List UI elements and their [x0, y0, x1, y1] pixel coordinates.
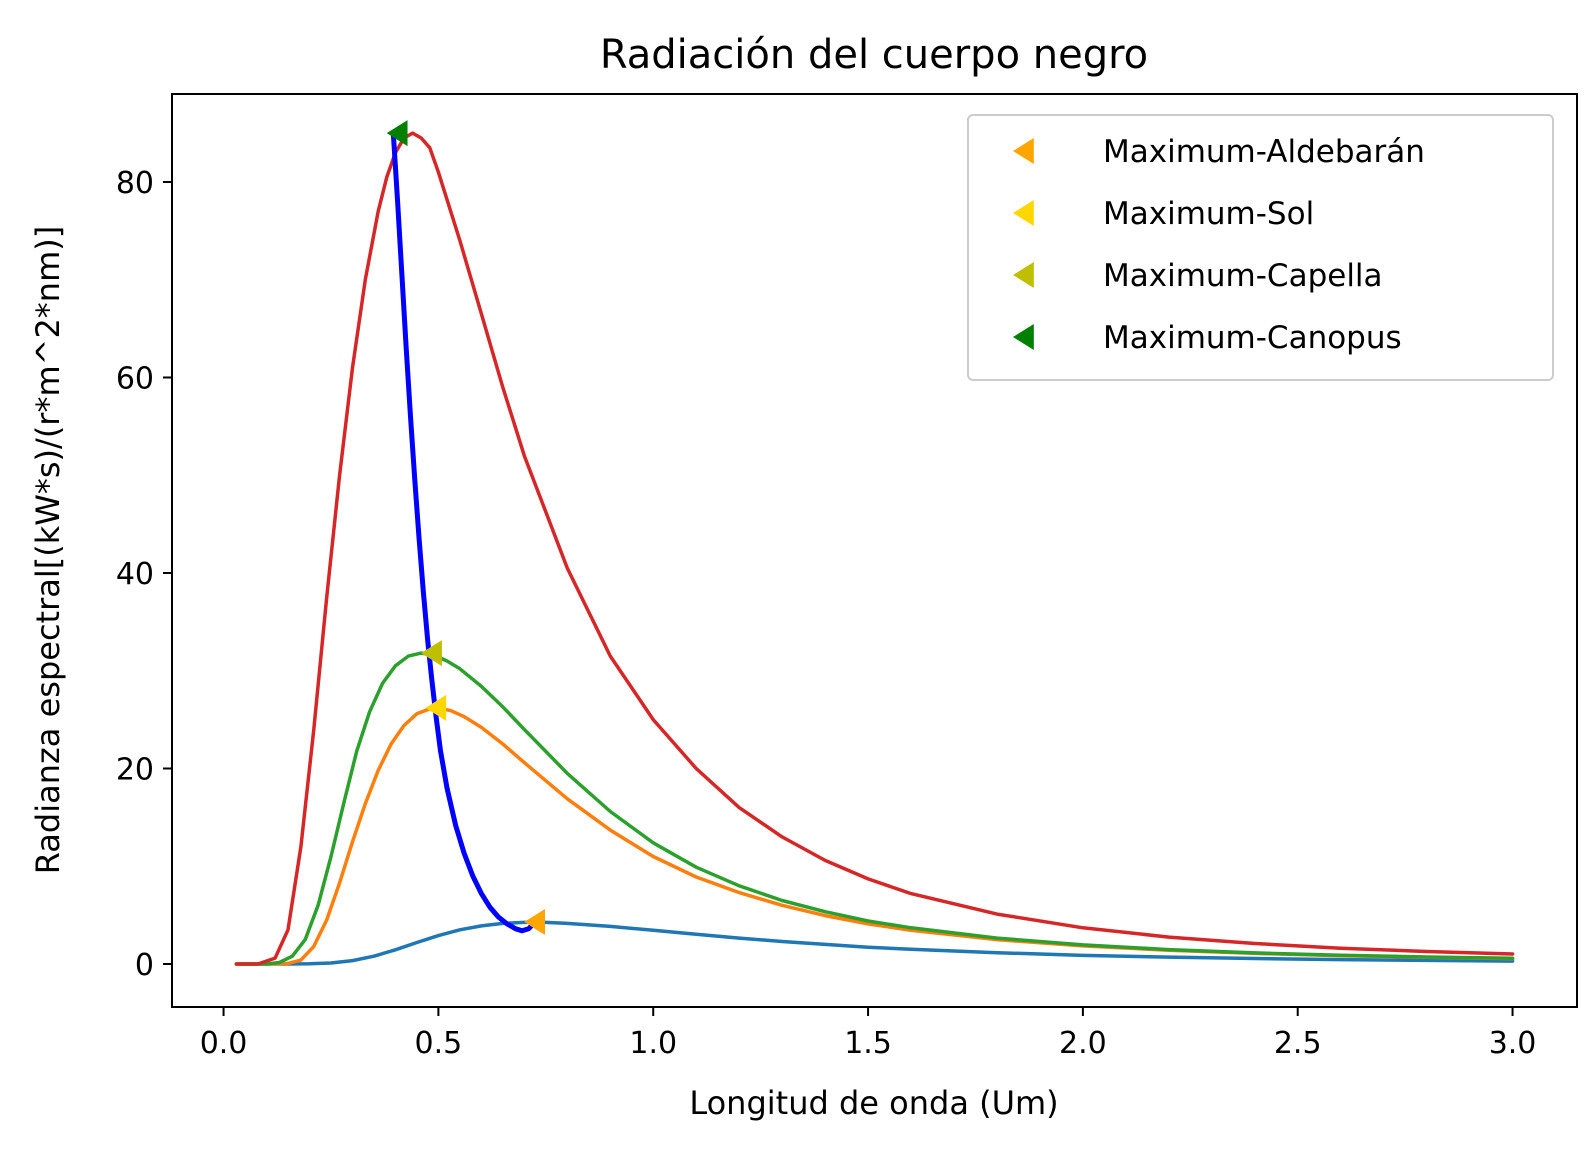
y-tick-label: 40	[116, 557, 154, 592]
legend-marker-3	[1013, 324, 1034, 350]
x-axis-label: Longitud de onda (Um)	[689, 1084, 1058, 1122]
maximum-marker-2	[421, 640, 442, 667]
legend-label-3: Maximum-Canopus	[1103, 320, 1402, 356]
legend-label-2: Maximum-Capella	[1103, 258, 1383, 294]
x-tick-label: 0.0	[200, 1026, 248, 1061]
x-tick-label: 3.0	[1489, 1026, 1537, 1061]
legend-frame	[967, 114, 1554, 381]
y-tick-label: 60	[116, 361, 154, 396]
plot-frame	[171, 93, 1578, 1008]
y-tick-label: 20	[116, 752, 154, 787]
maximum-marker-0	[524, 908, 546, 935]
series-line-0	[234, 920, 1515, 966]
legend-marker-2	[1013, 262, 1034, 288]
y-axis-ticks: 0 20 40 60 80	[116, 166, 172, 983]
series-line-2	[234, 651, 1515, 966]
plot-lines	[234, 130, 1515, 966]
chart-title: Radiación del cuerpo negro	[600, 32, 1148, 78]
x-tick-label: 2.0	[1059, 1026, 1107, 1061]
plot-markers	[386, 120, 546, 935]
x-tick-label: 0.5	[415, 1026, 463, 1061]
legend-label-1: Maximum-Sol	[1103, 196, 1314, 232]
maximum-marker-1	[425, 694, 447, 721]
series-line-3	[234, 131, 1515, 966]
maximum-marker-3	[386, 120, 408, 147]
x-tick-label: 1.5	[844, 1026, 892, 1061]
legend-label-0: Maximum-Aldebarán	[1103, 134, 1425, 170]
x-tick-label: 2.5	[1274, 1026, 1322, 1061]
legend: Maximum-Aldebarán Maximum-Sol Maximum-Cape…	[967, 114, 1554, 381]
legend-marker-0	[1013, 138, 1034, 164]
series-line-1	[234, 706, 1515, 966]
x-tick-label: 1.0	[629, 1026, 677, 1061]
y-axis-label: Radianza espectral[(kW*s)/(r*m^2*nm)]	[29, 226, 67, 874]
legend-marker-1	[1013, 200, 1034, 226]
x-axis-ticks: 0.0 0.5 1.0 1.5 2.0 2.5 3.0	[200, 1007, 1537, 1061]
y-tick-label: 0	[135, 948, 154, 983]
series-line-4	[390, 130, 538, 934]
y-tick-label: 80	[116, 166, 154, 201]
